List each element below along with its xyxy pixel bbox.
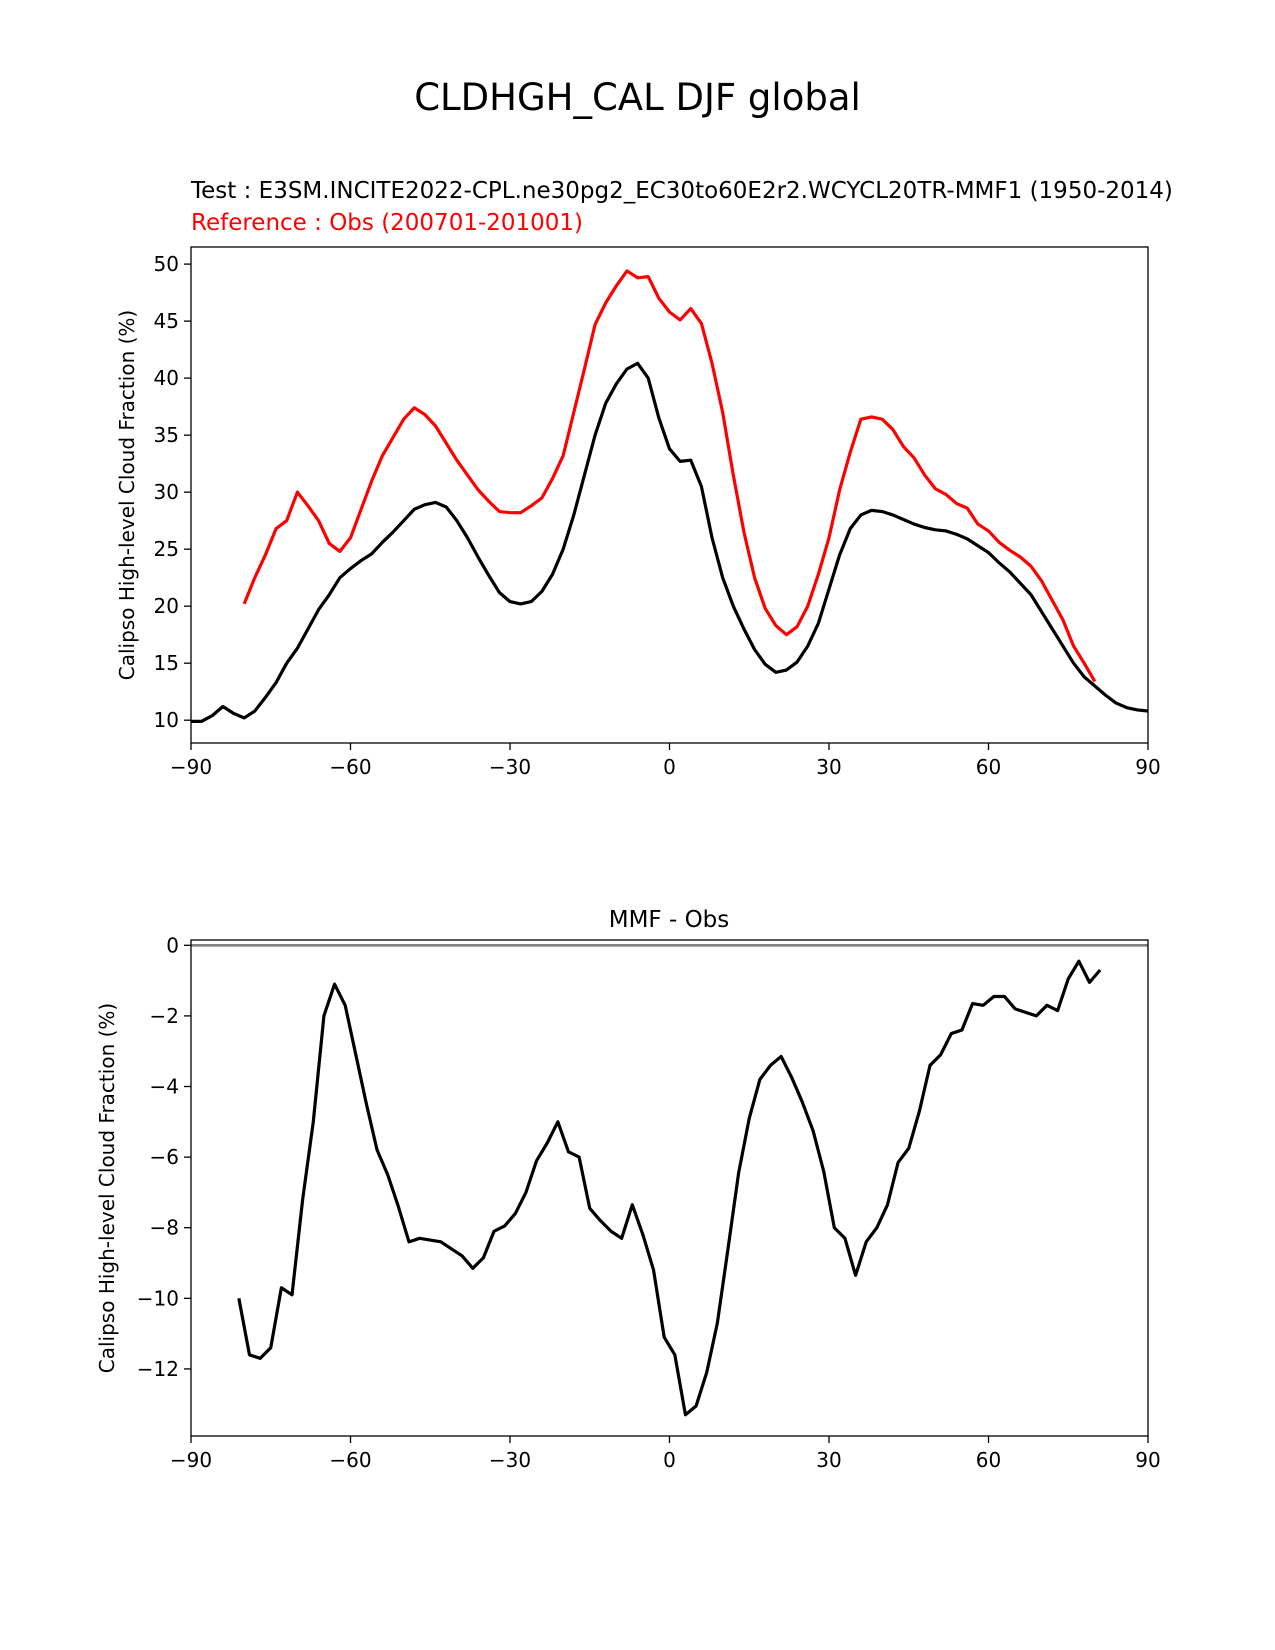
y-tick-label: −10 [137,1286,179,1310]
series-line-test [191,361,1148,723]
test-label: Test : E3SM.INCITE2022-CPL.ne30pg2_EC30t… [190,178,1173,204]
top-y-axis-label: Calipso High-level Cloud Fraction (%) [115,310,139,680]
y-tick-label: −6 [150,1145,179,1169]
y-tick-label: 20 [154,594,179,618]
y-tick-label: −4 [150,1075,179,1099]
x-tick-label: 60 [976,755,1001,779]
x-tick-label: 30 [816,1448,841,1472]
figure-title: CLDHGH_CAL DJF global [414,76,861,119]
y-tick-label: −12 [137,1357,179,1381]
x-tick-label: −30 [489,755,531,779]
y-tick-label: 50 [154,252,179,276]
y-tick-label: 40 [154,366,179,390]
x-tick-label: 0 [663,755,676,779]
top-axes-frame [190,246,1149,744]
y-tick-label: 15 [154,651,179,675]
x-tick-label: −60 [329,1448,371,1472]
x-tick-label: −60 [329,755,371,779]
bottom-axes-frame [190,939,1149,1437]
top-y-axis: 10 15 20 25 30 35 40 45 50 [154,252,191,732]
x-tick-label: 60 [976,1448,1001,1472]
x-tick-label: 0 [663,1448,676,1472]
x-tick-label: −30 [489,1448,531,1472]
top-series-group [191,269,1148,723]
y-tick-label: 35 [154,423,179,447]
top-x-axis: −90 −60 −30 0 30 60 90 [170,743,1161,779]
x-tick-label: 90 [1135,755,1160,779]
y-tick-label: 45 [154,309,179,333]
series-line-reference [242,269,1097,683]
top-panel: −90 −60 −30 0 30 60 90 10 15 20 25 30 35 40 45 50 Cali… [115,246,1161,779]
bottom-x-axis: −90 −60 −30 0 30 60 90 [170,1436,1161,1472]
series-line-mmf-obs [237,959,1102,1417]
x-tick-label: −90 [170,1448,212,1472]
bottom-y-axis: 0 −2 −4 −6 −8 −10 −12 [137,933,191,1381]
y-tick-label: −8 [150,1216,179,1240]
bottom-panel: MMF - Obs −90 −60 −30 0 30 60 90 0 −2 −4 −6 −8 −10 −… [95,907,1161,1472]
bottom-series-group [191,943,1148,1417]
y-tick-label: 30 [154,480,179,504]
x-tick-label: 90 [1135,1448,1160,1472]
bottom-panel-title: MMF - Obs [609,907,730,933]
y-tick-label: 25 [154,537,179,561]
x-tick-label: 30 [816,755,841,779]
x-tick-label: −90 [170,755,212,779]
reference-label: Reference : Obs (200701-201001) [191,210,583,236]
bottom-y-axis-label: Calipso High-level Cloud Fraction (%) [95,1003,119,1373]
y-tick-label: 10 [154,708,179,732]
y-tick-label: −2 [150,1004,179,1028]
y-tick-label: 0 [166,933,179,957]
